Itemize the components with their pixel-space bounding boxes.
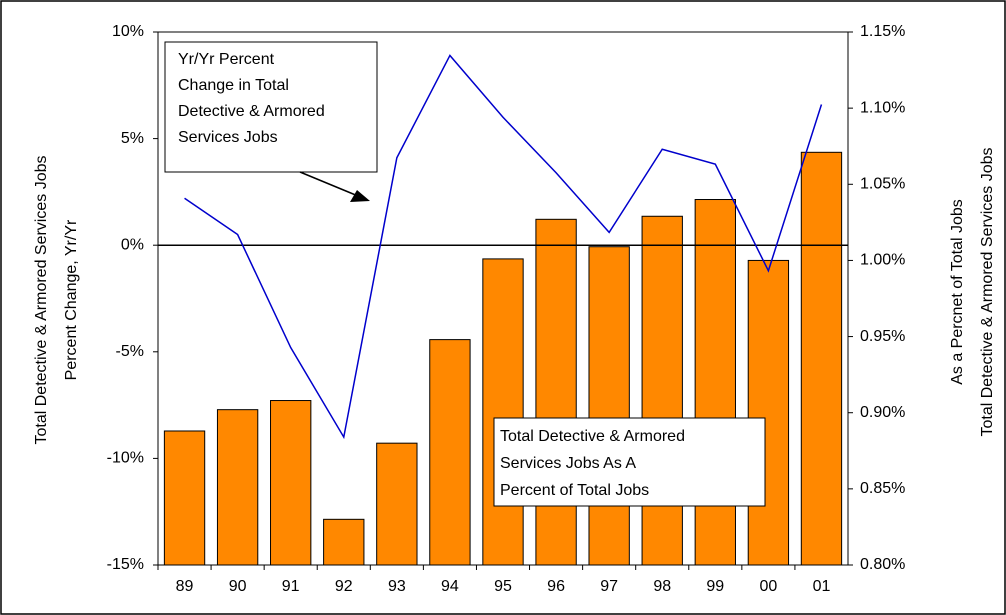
x-tick-label: 90 (229, 578, 247, 595)
bar (482, 258, 524, 566)
bar (429, 339, 471, 566)
bar (163, 430, 206, 566)
annotation-text: Change in Total (178, 77, 289, 94)
x-tick-label: 92 (335, 578, 353, 595)
x-tick-label: 97 (600, 578, 618, 595)
x-tick-label: 98 (653, 578, 671, 595)
annotation-text: Detective & Armored (178, 103, 325, 120)
annotation-arrow (299, 171, 359, 197)
annotation-text: Total Detective & Armored (500, 428, 685, 445)
y2-axis-title: Total Detective & Armored Services Jobs (979, 147, 996, 436)
annotation-box (493, 417, 766, 507)
bar (323, 518, 365, 566)
bar (535, 218, 577, 566)
y2-tick-label: 0.80% (860, 556, 905, 573)
annotation-text: Yr/Yr Percent (178, 51, 275, 68)
y-tick-label: 5% (121, 130, 144, 147)
y2-tick-label: 1.15% (860, 23, 905, 40)
annotation-text: Percent of Total Jobs (500, 482, 649, 499)
y2-tick-label: 1.00% (860, 252, 905, 269)
bar (641, 215, 683, 566)
bar (800, 151, 843, 566)
y-tick-label: -10% (107, 450, 144, 467)
y-tick-label: -15% (107, 556, 144, 573)
x-tick-label: 91 (282, 578, 300, 595)
annotation-text: Services Jobs (178, 129, 278, 146)
y-axis-title: Total Detective & Armored Services Jobs (33, 155, 50, 444)
y2-tick-label: 0.85% (860, 480, 905, 497)
annotations: Yr/Yr Percent Change in Total Detective & … (164, 41, 766, 507)
bar (376, 442, 418, 566)
arrow-head (350, 190, 370, 202)
x-tick-label: 93 (388, 578, 406, 595)
bar (216, 409, 259, 566)
x-tick-label: 95 (494, 578, 512, 595)
y-tick-label: -5% (116, 343, 144, 360)
annotation-box (164, 41, 378, 173)
y-tick-label: 0% (121, 236, 144, 253)
x-tick-label: 01 (813, 578, 831, 595)
y2-tick-label: 1.10% (860, 99, 905, 116)
x-tick-label: 99 (706, 578, 724, 595)
y-axis-title: Percent Change, Yr/Yr (63, 219, 80, 380)
bar (747, 259, 790, 566)
y-tick-label: 10% (112, 23, 144, 40)
x-tick-label: 96 (547, 578, 565, 595)
annotation-text: Services Jobs As A (500, 455, 636, 472)
bar (694, 199, 736, 566)
x-tick-label: 00 (759, 578, 777, 595)
x-tick-label: 94 (441, 578, 459, 595)
y2-tick-label: 1.05% (860, 176, 905, 193)
bar (270, 400, 312, 566)
y2-tick-label: 0.95% (860, 328, 905, 345)
y2-tick-label: 0.90% (860, 404, 905, 421)
bar (588, 246, 630, 566)
x-tick-label: 89 (176, 578, 194, 595)
y2-axis-title: As a Percnet of Total Jobs (949, 199, 966, 385)
line (184, 54, 823, 440)
